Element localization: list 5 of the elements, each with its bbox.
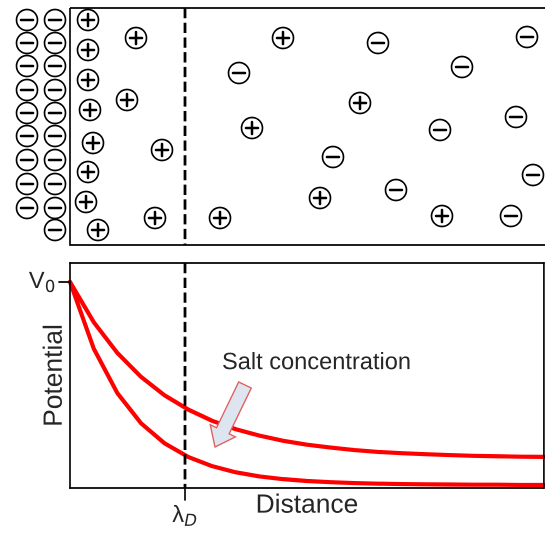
text: λ$_{D}$ xyxy=(172,504,196,526)
y-axis-title: Potential xyxy=(42,326,62,425)
annotation: Salt concentration xyxy=(223,352,410,370)
text: V$_{0}$ xyxy=(28,272,54,292)
x-axis-title: Distance xyxy=(258,494,358,513)
